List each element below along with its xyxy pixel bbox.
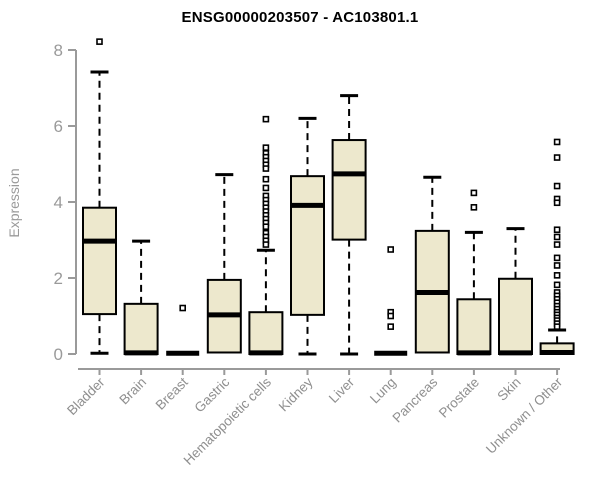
x-category-label: Breast (153, 374, 191, 412)
outlier-point (262, 144, 270, 151)
outlier-point (553, 281, 561, 289)
box-brain (123, 239, 159, 356)
box-skin (498, 227, 533, 356)
box-lung (374, 246, 408, 356)
outlier-point (387, 312, 395, 320)
x-category-label: Pancreas (389, 374, 440, 425)
outlier-point (387, 246, 395, 253)
outlier-point (553, 182, 561, 190)
outlier-point (262, 165, 270, 172)
outlier-point (470, 189, 478, 197)
iqr-box (82, 206, 117, 316)
box-hematopoietic-cells (248, 115, 284, 356)
outlier-point (262, 175, 270, 183)
iqr-box (123, 302, 159, 355)
y-tick-label: 6 (54, 117, 63, 136)
outlier-point (387, 323, 395, 330)
outlier-point (553, 323, 561, 330)
y-tick-label: 2 (54, 269, 63, 288)
outlier-point (553, 241, 561, 248)
outlier-point (553, 262, 561, 269)
box-gastric (206, 173, 242, 354)
x-category-label: Prostate (436, 375, 482, 421)
outlier-point (553, 199, 561, 207)
x-category-label: Lung (367, 375, 399, 407)
outlier-point (553, 154, 561, 161)
x-category-label: Unknown / Other (483, 374, 566, 457)
x-category-label: Brain (116, 375, 149, 408)
iqr-box (456, 298, 492, 355)
x-category-label: Skin (494, 375, 523, 404)
x-category-label: Bladder (64, 374, 108, 418)
iqr-box (290, 175, 325, 316)
outlier-point (553, 138, 561, 146)
chart-title: ENSG00000203507 - AC103801.1 (181, 9, 419, 26)
box-bladder (82, 38, 117, 355)
y-tick-label: 8 (54, 41, 63, 60)
box-liver (331, 94, 367, 356)
box-kidney (290, 116, 325, 356)
outlier-point (553, 254, 561, 262)
x-category-label: Kidney (276, 374, 316, 414)
iqr-box (248, 311, 284, 356)
x-category-label: Gastric (192, 374, 233, 415)
y-tick-label: 0 (54, 345, 63, 364)
box-unknown-other (539, 138, 575, 355)
outlier-point (179, 304, 186, 312)
outlier-point (262, 223, 270, 230)
outlier-point (262, 184, 270, 192)
outlier-point (553, 233, 561, 241)
box-prostate (456, 189, 492, 356)
outlier-point (96, 38, 103, 45)
outlier-point (470, 204, 478, 211)
iqr-box (498, 277, 533, 356)
y-tick-label: 4 (54, 193, 63, 212)
outlier-point (262, 241, 270, 248)
box-breast (166, 304, 200, 356)
outlier-point (262, 115, 270, 123)
box-pancreas (414, 175, 450, 354)
iqr-box (331, 139, 367, 241)
outlier-point (553, 272, 561, 279)
outlier-point (553, 226, 561, 234)
x-category-label: Liver (326, 374, 358, 406)
